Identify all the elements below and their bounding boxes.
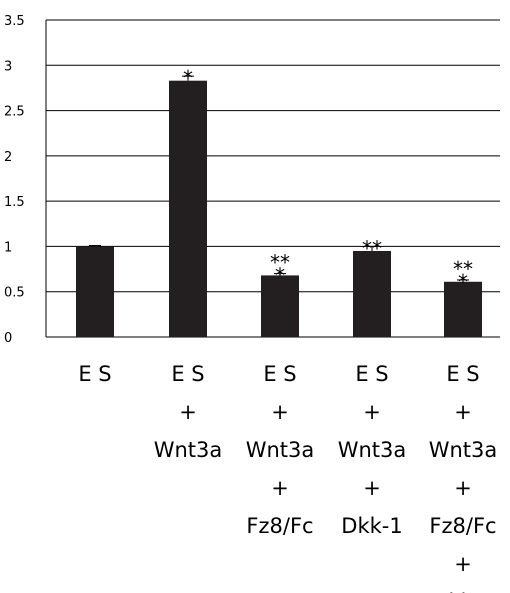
bar xyxy=(261,275,299,337)
bars xyxy=(76,80,482,337)
x-category-label: + xyxy=(363,476,381,500)
y-tick-label: 3.5 xyxy=(4,14,25,29)
x-category-label: Fz8/Fc xyxy=(246,514,313,538)
x-category-label: E S xyxy=(171,362,204,386)
bar xyxy=(169,80,207,337)
y-tick-label: 0.5 xyxy=(4,286,25,301)
bar xyxy=(76,246,114,337)
x-category-label: Fz8/Fc xyxy=(429,514,496,538)
x-category-label: Dkk-1 xyxy=(341,514,402,538)
x-category-label: E S xyxy=(78,362,111,386)
x-category-label: + xyxy=(271,400,289,424)
x-category-label: Wnt3a xyxy=(154,438,223,462)
y-tick-labels: 0 0.5 1 1.5 2 2.5 3 3.5 xyxy=(4,14,25,346)
significance-markers: ********* xyxy=(183,66,473,294)
x-category-label: E S xyxy=(263,362,296,386)
x-category-label: + xyxy=(454,476,472,500)
significance-marker: * xyxy=(183,66,193,90)
x-category-label: E S xyxy=(355,362,388,386)
x-category-label: + xyxy=(454,552,472,576)
significance-marker: * xyxy=(458,270,468,294)
x-category-label: Dkk-1 xyxy=(432,590,493,593)
y-tick-label: 2.5 xyxy=(4,105,25,120)
x-category-label: E S xyxy=(446,362,479,386)
x-category-label: + xyxy=(271,476,289,500)
significance-marker: ** xyxy=(270,251,290,275)
x-category-label: Wnt3a xyxy=(429,438,498,462)
bar xyxy=(353,250,391,337)
significance-marker: ** xyxy=(453,257,473,281)
x-category-label: + xyxy=(454,400,472,424)
y-tick-label: 2 xyxy=(4,150,12,165)
x-category-label: + xyxy=(179,400,197,424)
x-category-label: + xyxy=(363,400,381,424)
significance-marker: ** xyxy=(362,236,382,260)
category-labels: E S E S + Wnt3a E S + Wnt3a + Fz8/Fc E S + Wnt3a + Dk… xyxy=(78,362,497,593)
y-tick-label: 1 xyxy=(4,240,12,255)
significance-marker: * xyxy=(275,264,285,288)
x-category-label: Wnt3a xyxy=(338,438,407,462)
gridlines xyxy=(46,19,500,293)
y-tick-label: 1.5 xyxy=(4,195,25,210)
bar xyxy=(444,281,482,337)
y-tick-label: 0 xyxy=(4,331,12,346)
x-category-label: Wnt3a xyxy=(246,438,315,462)
y-tick-label: 3 xyxy=(4,59,12,74)
error-bars xyxy=(89,75,469,282)
